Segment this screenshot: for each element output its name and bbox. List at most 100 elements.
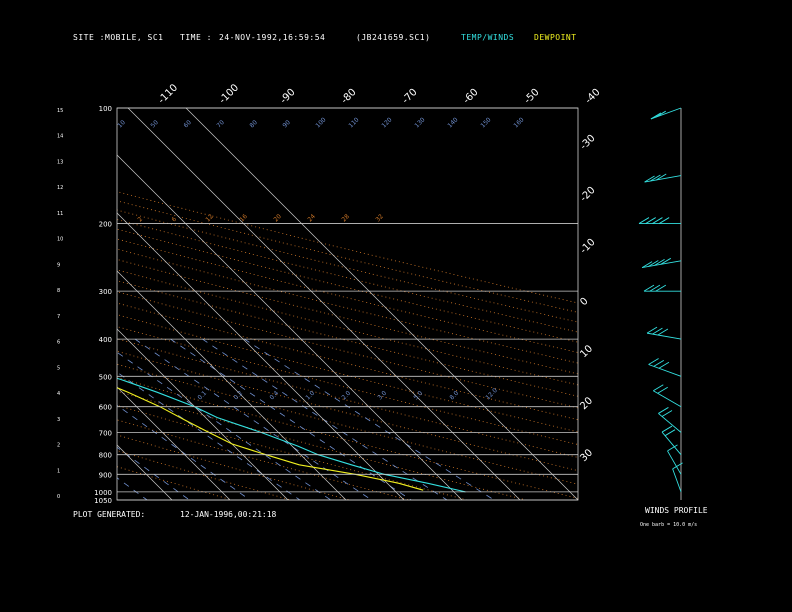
wind-barb-flag (655, 173, 667, 181)
pressure-tick-label: 900 (99, 471, 112, 479)
isotherm-line (0, 108, 114, 500)
top-temp-tick-label: -50 (522, 87, 541, 106)
site-value: MOBILE, SC1 (105, 33, 164, 42)
right-temp-tick-label: -20 (578, 185, 597, 204)
wind-barb-shaft (650, 107, 682, 120)
wind-barb-flag (655, 284, 667, 292)
dry-adiabat (117, 269, 578, 386)
right-temp-tick-label: 0 (578, 296, 590, 308)
height-tick-label: 5 (57, 365, 60, 371)
isotherm-line (117, 444, 173, 500)
isotherm-line (117, 270, 347, 500)
mixing-ratio-line (117, 477, 148, 500)
file-name: (JB241659.SC1) (356, 33, 431, 42)
mixing-ratio-label: 0.1 (196, 390, 208, 402)
right-temp-tick-label: -10 (578, 237, 597, 256)
theta-label: 6 (170, 216, 178, 224)
height-tick-label: 13 (57, 159, 63, 165)
mixing-ratio-line (202, 338, 448, 500)
pressure-tick-label: 600 (99, 404, 112, 412)
wind-barb-flag (645, 217, 656, 224)
wind-barb-flag (653, 384, 664, 392)
height-tick-label: 1 (57, 468, 60, 474)
height-tick-label: 8 (57, 288, 60, 294)
dry-adiabat (117, 390, 527, 500)
theta-label: 24 (306, 213, 316, 223)
pressure-tick-label: 1050 (94, 497, 112, 505)
wind-barb-flag (646, 326, 658, 334)
wind-barb-flag (661, 410, 673, 417)
right-temp-tick-label: -30 (578, 133, 597, 152)
plot-generated-label: PLOT GENERATED: (73, 510, 146, 519)
wind-barb-shaft (653, 390, 682, 408)
theta-label: 150 (479, 116, 492, 129)
theta-label: 120 (380, 116, 393, 129)
time-label: TIME : (180, 33, 212, 42)
temp-legend: TEMP/WINDS (461, 33, 515, 42)
top-temp-tick-label: -110 (156, 82, 180, 106)
theta-label: 140 (446, 116, 459, 129)
theta-label: 16 (238, 213, 248, 223)
plot-area (0, 108, 578, 500)
pressure-tick-label: 400 (99, 336, 112, 344)
height-tick-label: 9 (57, 262, 60, 268)
theta-label: 28 (340, 213, 350, 223)
temp-sounding-line (117, 377, 466, 493)
mixing-ratio-line (134, 338, 372, 500)
winds-profile-title: WINDS PROFILE (645, 506, 708, 515)
top-temp-tick-label: -40 (583, 87, 602, 106)
wind-barb-flag (644, 175, 655, 183)
isotherm-line (0, 108, 56, 500)
mixing-ratio-line (117, 446, 190, 500)
mixing-ratio-line (117, 351, 332, 500)
wind-barb-flag (653, 360, 664, 367)
top-temp-tick-label: -70 (400, 87, 419, 106)
right-temp-tick-label: 30 (578, 447, 595, 464)
mixing-ratio-label: 0.2 (232, 390, 244, 402)
wind-barb-shaft (667, 450, 682, 475)
pressure-tick-label: 700 (99, 429, 112, 437)
isotherm-line (117, 328, 289, 500)
mixing-ratio-line (244, 338, 495, 500)
height-tick-label: 11 (57, 211, 63, 217)
dry-adiabat (117, 238, 578, 353)
wind-barb-shaft (661, 431, 682, 455)
theta-label: 130 (413, 116, 426, 129)
wind-barb-flag (667, 444, 678, 452)
pressure-tick-label: 200 (99, 221, 112, 229)
wind-barb-flag (652, 217, 663, 224)
height-tick-label: 4 (57, 391, 60, 397)
wind-barb-flag (658, 217, 670, 224)
pressure-tick-label: 100 (99, 105, 112, 113)
theta-label: 10 (116, 119, 126, 129)
wind-barb-flag (648, 358, 659, 365)
dry-adiabat (117, 302, 578, 421)
top-temp-tick-label: -80 (339, 87, 358, 106)
wind-barb-flag (650, 112, 662, 120)
isotherm-line (127, 108, 521, 500)
dry-adiabat (117, 259, 578, 375)
height-tick-label: 12 (57, 185, 63, 191)
height-tick-label: 10 (57, 237, 63, 243)
wind-barb-flag (657, 328, 669, 336)
dry-adiabat (117, 314, 578, 433)
wind-barb-flag (654, 259, 665, 266)
wind-barb-flag (648, 260, 659, 267)
height-tick-label: 7 (57, 314, 60, 320)
wind-barb-flag (649, 284, 661, 292)
theta-label: 20 (272, 213, 282, 223)
wind-barb-flag (638, 217, 650, 224)
wind-barb-flag (652, 327, 663, 335)
height-tick-label: 14 (57, 134, 63, 140)
plot-generated-value: 12-JAN-1996,00:21:18 (180, 510, 277, 519)
mixing-ratio-line (117, 371, 301, 500)
height-tick-label: 3 (57, 417, 60, 423)
plot-frame (116, 107, 579, 501)
theta-label: 110 (347, 116, 360, 129)
wind-barb-flag (658, 407, 669, 414)
right-temp-tick-label: 10 (578, 343, 595, 360)
dewpoint-sounding-line (117, 387, 424, 491)
mixing-ratio-label: 5.0 (412, 390, 424, 402)
top-temp-tick-label: -90 (278, 87, 297, 106)
